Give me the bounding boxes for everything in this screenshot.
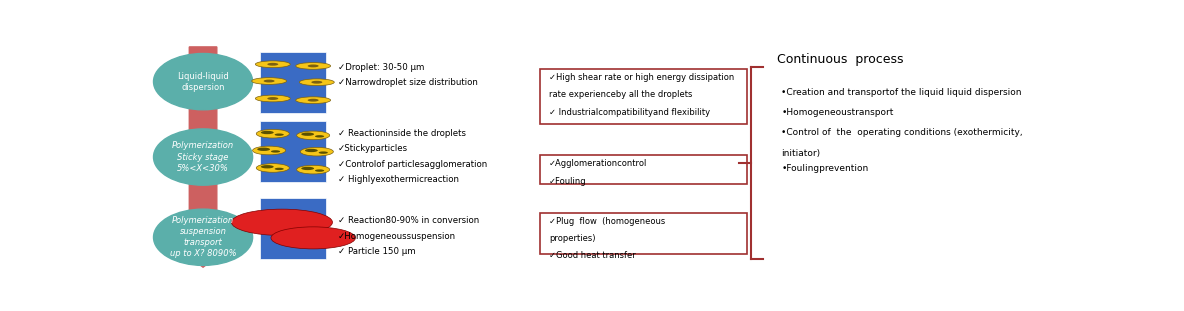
Circle shape — [268, 97, 278, 100]
Circle shape — [318, 151, 328, 154]
Text: ✓Stickyparticles: ✓Stickyparticles — [337, 144, 408, 153]
Text: rate experienceby all the droplets: rate experienceby all the droplets — [549, 91, 693, 100]
Circle shape — [256, 129, 289, 138]
Text: •Creation and transportof the liquid liquid dispersion: •Creation and transportof the liquid liq… — [781, 88, 1022, 97]
Text: ✓Homogeneoussuspension: ✓Homogeneoussuspension — [337, 232, 456, 241]
Text: ✓Controlof particlesagglomeration: ✓Controlof particlesagglomeration — [337, 160, 487, 169]
Text: ✓Fouling: ✓Fouling — [549, 177, 586, 186]
Circle shape — [297, 131, 329, 140]
FancyBboxPatch shape — [260, 52, 326, 113]
Text: ✓Good heat transfer: ✓Good heat transfer — [549, 251, 636, 260]
Ellipse shape — [154, 129, 252, 185]
Circle shape — [257, 148, 270, 151]
Text: Polymerization
suspension
transport
up to X? 8090%: Polymerization suspension transport up t… — [169, 216, 237, 258]
Circle shape — [297, 165, 329, 174]
Circle shape — [315, 135, 324, 137]
Circle shape — [311, 81, 322, 84]
Text: ✓ Highlyexothermicreaction: ✓ Highlyexothermicreaction — [337, 175, 459, 184]
Circle shape — [271, 150, 281, 153]
Ellipse shape — [256, 61, 290, 67]
Circle shape — [308, 64, 318, 67]
Text: ✓ Industrialcompatibilityand flexibility: ✓ Industrialcompatibilityand flexibility — [549, 108, 710, 117]
Circle shape — [260, 165, 274, 169]
Text: ✓ Particle 150 μm: ✓ Particle 150 μm — [337, 247, 416, 256]
Text: Continuous  process: Continuous process — [777, 53, 903, 66]
Ellipse shape — [256, 95, 290, 102]
Ellipse shape — [300, 79, 334, 86]
Text: ✓Narrowdroplet size distribution: ✓Narrowdroplet size distribution — [337, 78, 478, 87]
FancyBboxPatch shape — [540, 155, 747, 184]
Ellipse shape — [296, 97, 330, 104]
Text: •Homogeneoustransport: •Homogeneoustransport — [781, 108, 894, 117]
Circle shape — [275, 168, 284, 170]
Text: ✓Droplet: 30-50 μm: ✓Droplet: 30-50 μm — [337, 63, 424, 72]
Circle shape — [232, 209, 333, 235]
Ellipse shape — [296, 63, 330, 69]
FancyBboxPatch shape — [540, 69, 747, 124]
Text: •Control of  the  operating conditions (exothermicity,: •Control of the operating conditions (ex… — [781, 128, 1023, 137]
Text: ✓ Reaction80-90% in conversion: ✓ Reaction80-90% in conversion — [337, 216, 480, 225]
Circle shape — [264, 80, 275, 82]
Circle shape — [252, 146, 285, 155]
FancyBboxPatch shape — [540, 213, 747, 253]
Circle shape — [301, 147, 334, 156]
Circle shape — [260, 131, 274, 134]
FancyBboxPatch shape — [260, 198, 326, 259]
Text: Polymerization
Sticky stage
5%<X<30%: Polymerization Sticky stage 5%<X<30% — [172, 142, 234, 173]
Circle shape — [315, 169, 324, 172]
Text: ✓High shear rate or high energy dissipation: ✓High shear rate or high energy dissipat… — [549, 73, 734, 82]
Circle shape — [301, 167, 314, 170]
Circle shape — [301, 132, 314, 136]
Circle shape — [308, 99, 318, 102]
Text: •Foulingprevention: •Foulingprevention — [781, 164, 868, 173]
FancyBboxPatch shape — [260, 121, 326, 182]
Ellipse shape — [252, 78, 287, 84]
Circle shape — [268, 63, 278, 66]
Text: ✓Agglomerationcontrol: ✓Agglomerationcontrol — [549, 160, 648, 169]
Circle shape — [271, 227, 355, 249]
FancyArrow shape — [181, 47, 225, 267]
Ellipse shape — [154, 209, 252, 265]
Text: initiator): initiator) — [781, 149, 821, 158]
Text: ✓Plug  flow  (homogeneous: ✓Plug flow (homogeneous — [549, 217, 665, 226]
Circle shape — [275, 133, 284, 136]
Text: ✓ Reactioninside the droplets: ✓ Reactioninside the droplets — [337, 129, 466, 137]
Text: Liquid-liquid
dispersion: Liquid-liquid dispersion — [178, 72, 229, 92]
Text: properties): properties) — [549, 234, 596, 243]
Ellipse shape — [154, 53, 252, 110]
Circle shape — [256, 164, 289, 172]
Circle shape — [305, 149, 317, 152]
